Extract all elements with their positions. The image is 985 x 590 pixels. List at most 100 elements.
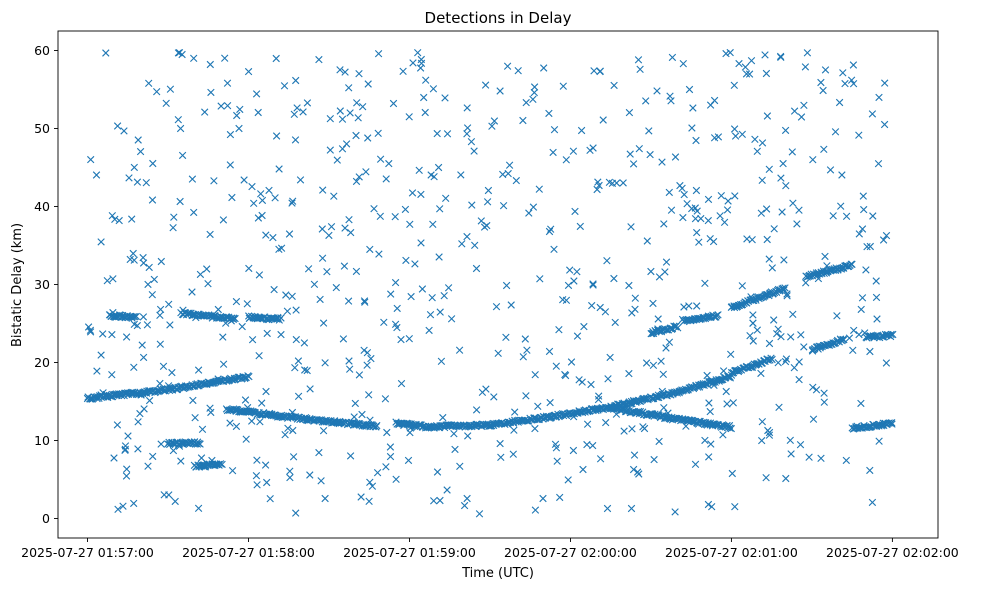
detection-point [366,416,374,424]
detection-point [861,329,869,337]
detection-point [366,245,374,254]
detection-point [342,140,351,148]
detection-point [674,324,682,332]
detection-point [717,192,725,200]
detection-point [363,361,371,369]
detection-point [580,322,588,331]
detection-point [691,460,700,468]
detection-point [716,376,724,384]
detection-point [774,325,782,333]
detection-point [531,506,540,514]
detection-point [281,431,289,439]
detection-point [123,465,131,473]
detection-point [569,446,578,455]
detection-point [179,306,187,314]
detection-point [503,62,512,70]
detection-point [266,495,274,503]
detection-point [842,456,850,465]
detection-point [829,212,837,220]
y-axis-label: Bistatic Delay (km) [10,223,25,347]
detection-point [719,367,728,375]
detection-point [849,61,858,69]
detection-point [292,335,300,344]
detection-point [338,115,347,123]
detection-point [654,325,662,333]
detection-point [848,260,856,268]
detection-point [858,294,867,302]
detection-point [837,202,845,210]
detection-point [391,213,399,221]
detection-point [820,145,828,153]
detection-point [768,264,776,272]
detection-point [288,292,296,300]
detection-point [866,242,874,251]
detection-point [385,159,393,168]
detection-point [277,244,286,252]
detection-point [773,330,781,338]
detection-point [306,471,314,479]
detection-point [788,148,796,156]
detection-point [386,452,395,461]
detection-point [436,496,444,505]
detection-point [665,188,673,197]
detection-point [277,314,285,322]
detection-point [583,420,592,428]
detection-point [382,175,390,183]
detection-point [753,147,761,155]
detection-point [143,387,151,395]
y-tick-label: 10 [34,433,50,448]
detection-point [428,294,436,302]
detection-point [635,397,643,405]
detection-point [280,82,289,90]
detection-point [231,314,239,323]
detection-point [762,69,771,78]
detection-point [540,64,548,72]
detection-point [763,235,771,244]
detection-point [258,196,267,205]
detection-point [292,306,300,314]
detection-point [742,70,751,78]
detection-point [218,314,227,322]
detection-point [122,333,131,341]
detection-point [136,147,145,156]
detection-point [160,491,168,499]
detection-point [603,504,612,513]
detection-point [840,336,848,344]
detection-point [450,430,458,438]
detection-point [639,423,647,431]
detection-point [649,361,658,369]
detection-point [701,436,709,445]
detection-point [802,279,810,287]
detection-point [380,318,388,326]
detection-point [370,205,378,213]
detection-point [253,481,261,489]
detection-point [779,159,787,168]
detection-point [201,108,209,116]
detection-point [688,204,696,213]
detection-point [169,446,178,455]
detection-point [857,399,865,408]
detection-point [490,117,499,125]
detection-point [881,79,889,87]
detection-point [850,326,858,335]
detection-point [363,349,372,357]
x-axis-label: Time (UTC) [461,566,534,581]
detection-point [402,256,410,265]
detection-point [291,364,299,372]
detection-point [809,156,817,164]
detection-point [204,280,212,288]
detection-point [228,467,237,475]
detection-point [219,333,227,341]
detection-point [282,291,290,299]
detection-point [729,399,737,407]
detection-point [839,69,847,77]
detection-point [139,313,148,321]
detection-point [252,90,261,98]
detection-point [433,129,441,138]
detection-point [332,283,340,292]
detection-point [198,425,207,433]
detection-point [701,279,709,287]
detection-point [701,380,710,388]
detection-point [200,462,208,471]
detection-point [145,396,154,405]
